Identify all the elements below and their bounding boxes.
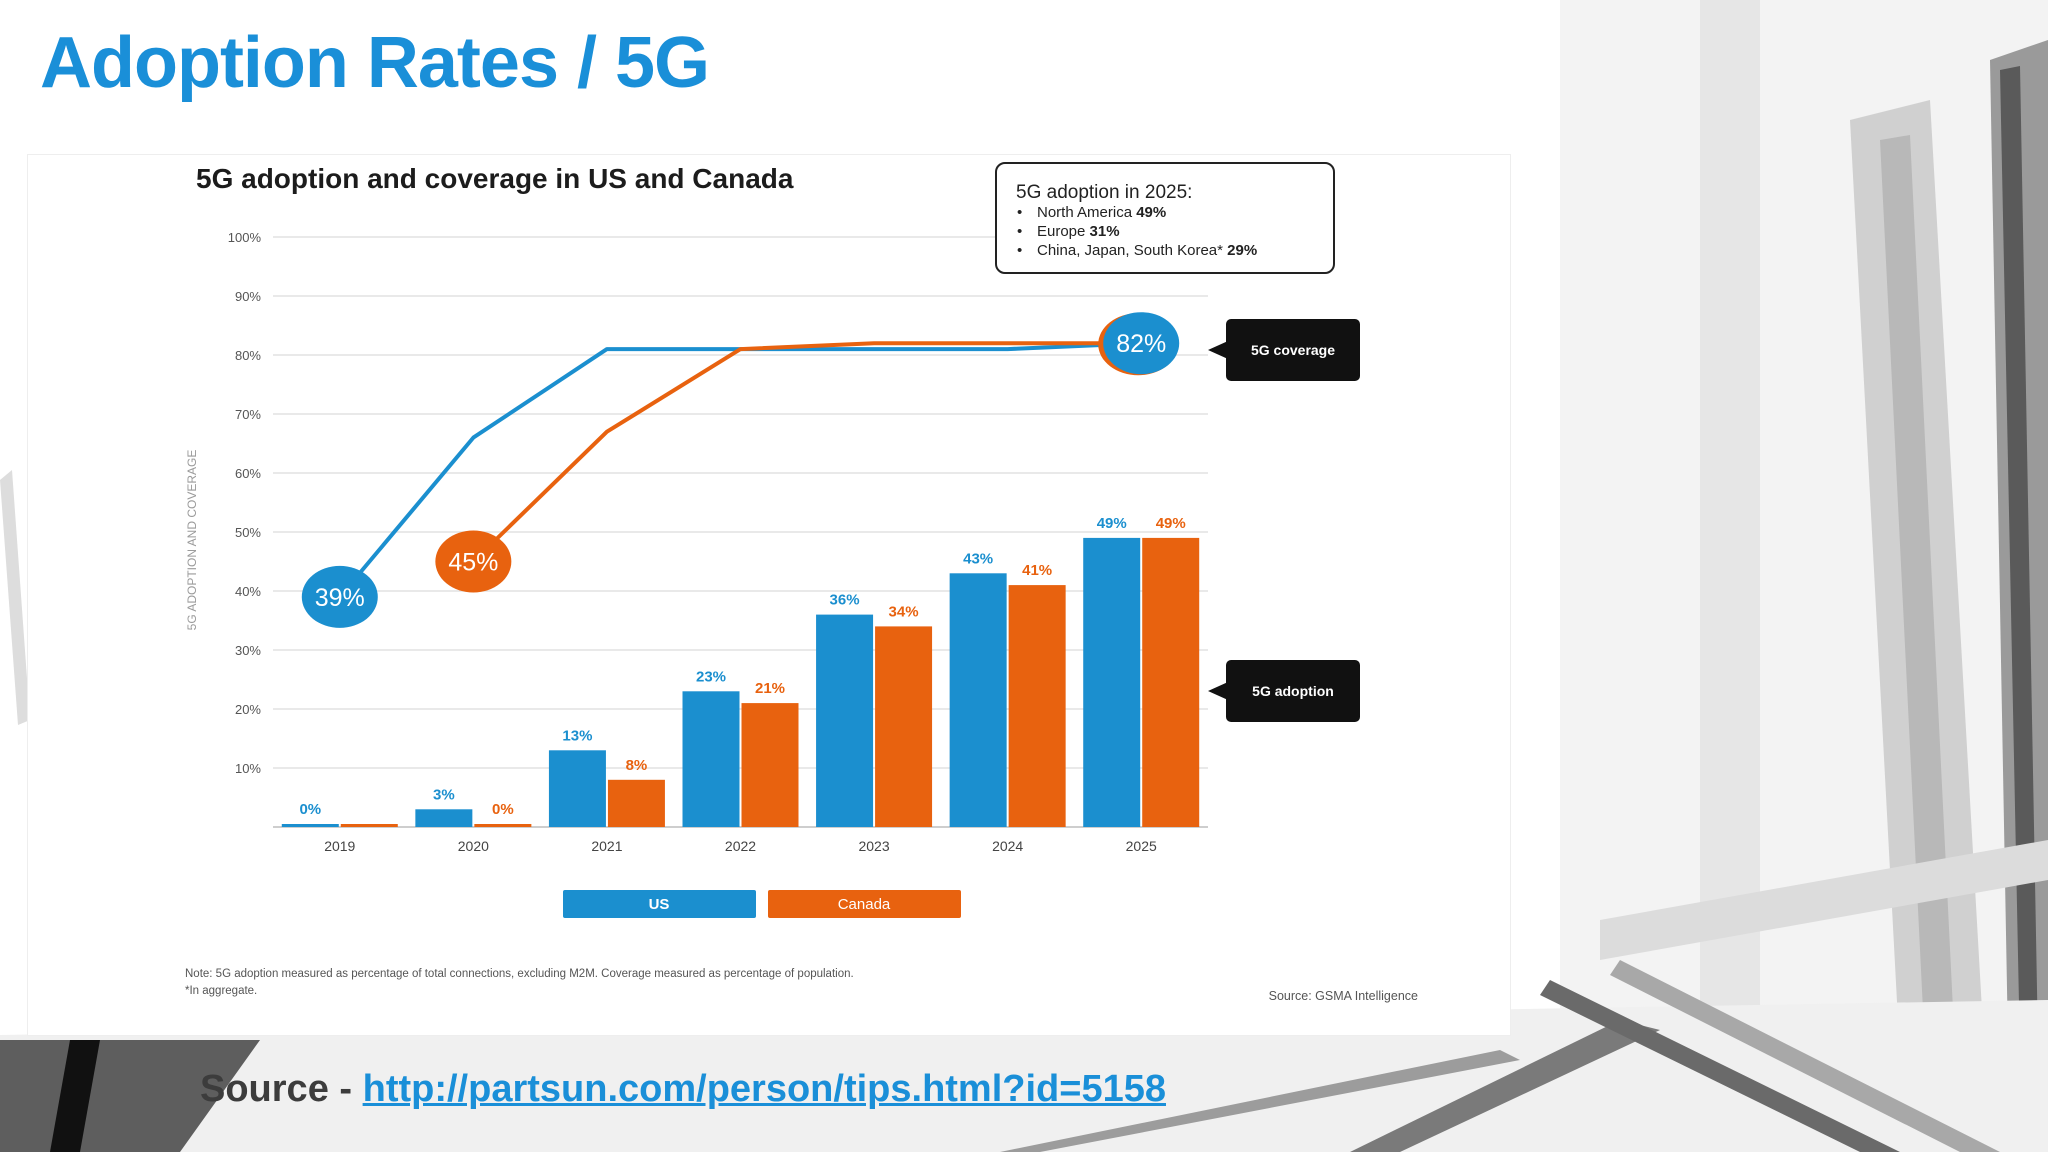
bar-canada [1008, 585, 1066, 827]
y-tick-label: 40% [235, 584, 261, 599]
y-tick-label: 100% [228, 230, 262, 245]
infobox-item: Europe 31% [1037, 223, 1120, 240]
x-tick-label: 2021 [591, 838, 622, 854]
source-link[interactable]: http://partsun.com/person/tips.html?id=5… [362, 1068, 1166, 1110]
legend-label-us: US [649, 896, 670, 913]
y-tick-label: 30% [235, 643, 261, 658]
infobox-bullet: • [1017, 223, 1022, 240]
infobox-item-value: 31% [1090, 223, 1120, 240]
coverage-bubble [1103, 312, 1180, 375]
source-label: Source - [200, 1068, 363, 1110]
bar-label-canada: 8% [626, 757, 648, 774]
adoption-callout-pointer [1208, 682, 1228, 700]
coverage-callout-pointer [1208, 341, 1228, 359]
bar-us [949, 573, 1007, 827]
infobox-item-label: China, Japan, South Korea* [1037, 242, 1227, 259]
y-tick-label: 60% [235, 466, 261, 481]
infobox-item-label: North America [1037, 204, 1136, 221]
y-tick-label: 10% [235, 761, 261, 776]
x-tick-label: 2020 [458, 838, 489, 854]
infobox-bullet: • [1017, 204, 1022, 221]
coverage-callout-box [1226, 319, 1360, 381]
slide-title: Adoption Rates / 5G [40, 23, 710, 103]
x-tick-label: 2025 [1126, 838, 1157, 854]
bar-label-us: 13% [562, 727, 592, 744]
bar-canada [1142, 537, 1200, 827]
adoption-callout-label: 5G adoption [1252, 683, 1334, 699]
x-tick-label: 2019 [324, 838, 355, 854]
bar-label-us: 36% [830, 592, 860, 609]
bar-canada [607, 779, 665, 827]
bar-label-canada: 49% [1156, 515, 1186, 532]
chart-note: Note: 5G adoption measured as percentage… [185, 968, 854, 980]
bar-label-us: 43% [963, 550, 993, 567]
bar-us [548, 750, 606, 827]
bar-us [816, 614, 874, 827]
bar-label-canada: 0% [492, 801, 514, 818]
chart-source: Source: GSMA Intelligence [1269, 989, 1418, 1003]
bar-label-us: 3% [433, 786, 455, 803]
bar-label-canada: 41% [1022, 562, 1052, 579]
infobox-bullet: • [1017, 242, 1022, 259]
x-tick-label: 2023 [858, 838, 889, 854]
bar-us [1083, 537, 1141, 827]
chart-image-panel: 5G adoption and coverage in US and Canad… [28, 155, 1510, 1035]
infobox-frame [995, 162, 1335, 274]
y-tick-label: 20% [235, 702, 261, 717]
coverage-bubble-label: 39% [315, 584, 365, 612]
bar-label-canada: 34% [889, 603, 919, 620]
infobox-item-value: 29% [1227, 242, 1257, 259]
coverage-bubble-label: 82% [1116, 330, 1166, 358]
coverage-line-canada [471, 341, 1142, 563]
adoption-callout-box [1226, 660, 1360, 722]
infobox-title: 5G adoption in 2025: [1016, 182, 1192, 203]
bar-us [281, 824, 339, 827]
infobox-item-value: 49% [1136, 204, 1166, 221]
infobox-item: North America 49% [1037, 204, 1166, 221]
source-line: Source - http://partsun.com/person/tips.… [200, 1068, 1166, 1111]
coverage-callout-label: 5G coverage [1251, 342, 1335, 358]
y-tick-label: 50% [235, 525, 261, 540]
y-tick-label: 80% [235, 348, 261, 363]
coverage-bubble-label: 45% [448, 549, 498, 577]
bar-canada [474, 824, 532, 827]
chart: 5G adoption and coverage in US and Canad… [185, 162, 1418, 1003]
bar-us [415, 809, 473, 827]
bar-label-us: 0% [299, 801, 321, 818]
chart-note-footnote: *In aggregate. [185, 985, 257, 997]
bar-canada [875, 626, 933, 827]
y-tick-label: 90% [235, 289, 261, 304]
bar-label-canada: 21% [755, 680, 785, 697]
y-tick-label: 70% [235, 407, 261, 422]
bar-label-us: 23% [696, 668, 726, 685]
x-tick-label: 2024 [992, 838, 1023, 854]
bar-canada [741, 703, 799, 827]
x-tick-label: 2022 [725, 838, 756, 854]
legend-swatch-canada [768, 890, 961, 918]
infobox-item-label: Europe [1037, 223, 1090, 240]
bar-us [682, 691, 740, 827]
chart-title: 5G adoption and coverage in US and Canad… [196, 163, 794, 194]
legend-swatch-us [563, 890, 756, 918]
bar-label-us: 49% [1097, 515, 1127, 532]
coverage-bubble [435, 530, 512, 593]
infobox-item: China, Japan, South Korea* 29% [1037, 242, 1257, 259]
y-axis-label: 5G ADOPTION AND COVERAGE [185, 450, 199, 631]
coverage-bubble [301, 565, 378, 628]
bar-canada [340, 824, 398, 827]
legend-label-canada: Canada [838, 896, 891, 913]
